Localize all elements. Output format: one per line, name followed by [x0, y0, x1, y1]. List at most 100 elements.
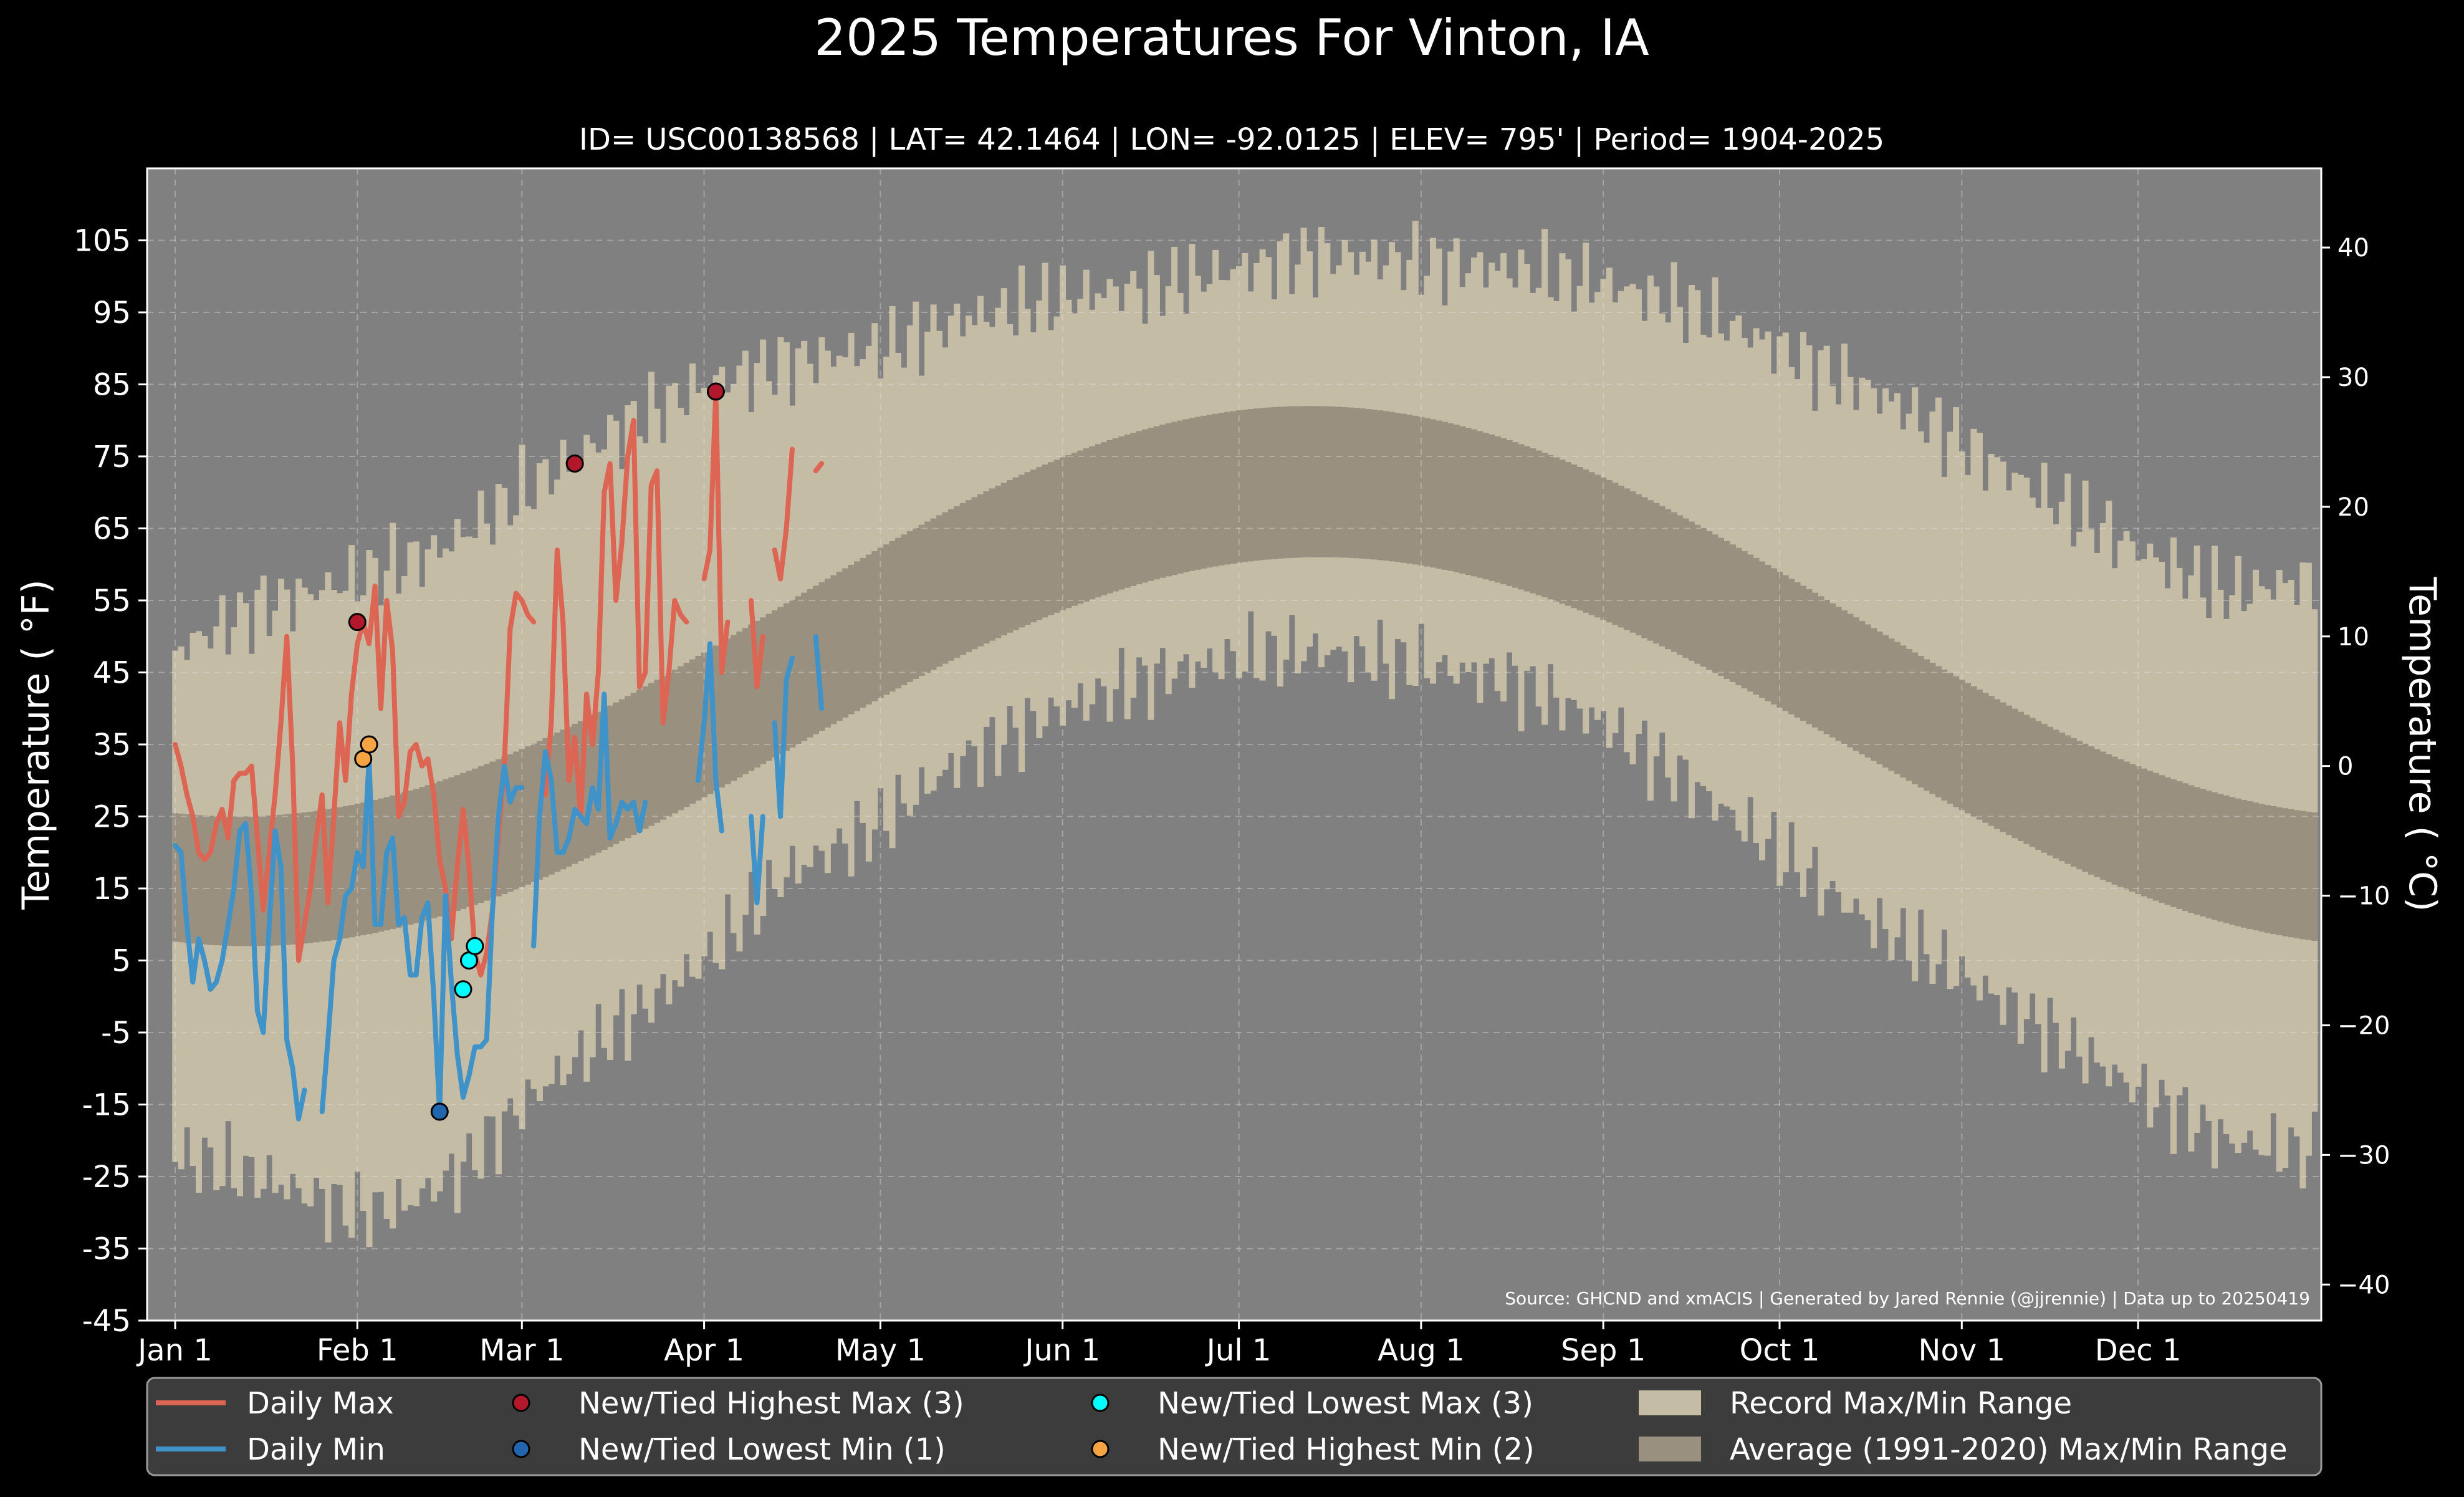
- legend-label: New/Tied Highest Min (2): [1158, 1432, 1535, 1467]
- legend-items: Daily Max Daily Min New/Tied Highest Max (…: [156, 1386, 2288, 1467]
- right-tick-label: −30: [2337, 1141, 2390, 1170]
- normal-range-bar: [337, 807, 343, 940]
- normal-range-bar: [1295, 406, 1302, 558]
- normal-range-bar: [1159, 425, 1166, 578]
- normal-range-bar: [824, 579, 831, 728]
- daily-max-line: [543, 418, 689, 819]
- legend-label: Record Max/Min Range: [1730, 1386, 2072, 1421]
- left-tick-label: 5: [112, 944, 131, 979]
- bottom-tick-label: Oct 1: [1740, 1333, 1820, 1368]
- bottom-axis: Jan 1 Feb 1 Mar 1 Apr 1 May 1 Jun 1 Jul 1 Aug 1…: [136, 1321, 2181, 1368]
- normal-range-bar: [901, 534, 908, 686]
- right-axis: −40 −30 −20 −10 0 10 20 30 40: [2321, 234, 2390, 1299]
- daily-min-line: [173, 821, 307, 1122]
- bottom-tick-label: Feb 1: [317, 1333, 398, 1368]
- record-marker: [430, 1102, 449, 1121]
- normal-range-bar: [1929, 663, 1936, 794]
- normal-range-bar: [719, 642, 726, 787]
- normal-range-bar: [2117, 759, 2124, 887]
- normal-range-bar: [724, 638, 731, 784]
- normal-range-bar: [1436, 420, 1442, 569]
- normal-range-bar: [2070, 738, 2077, 867]
- legend-label: New/Tied Lowest Min (1): [578, 1432, 946, 1467]
- normal-range-bar: [2164, 777, 2171, 905]
- normal-range-bar: [883, 544, 890, 695]
- normal-range-bar: [1235, 410, 1242, 563]
- normal-range-bar: [630, 693, 637, 835]
- normal-range-bar: [712, 645, 719, 791]
- normal-range-bar: [1000, 483, 1007, 636]
- normal-range-bar: [1371, 410, 1378, 560]
- record-marker: [466, 936, 484, 955]
- bottom-tick-label: Sep 1: [1561, 1333, 1646, 1368]
- normal-range-bar: [1447, 423, 1454, 571]
- right-tick-label: −20: [2337, 1011, 2390, 1040]
- normal-range-bar: [554, 732, 561, 872]
- normal-range-bar: [1864, 624, 1871, 758]
- normal-range-bar: [1900, 645, 1907, 778]
- normal-range-bar: [1242, 410, 1249, 562]
- normal-range-bar: [413, 789, 419, 923]
- normal-range-bar: [401, 792, 408, 927]
- record-marker: [454, 980, 472, 999]
- normal-range-bar: [1194, 416, 1201, 570]
- normal-range-bar: [1718, 537, 1725, 676]
- normal-range-bar: [484, 764, 491, 901]
- normal-range-bar: [671, 669, 678, 814]
- normal-range-bar: [1518, 444, 1525, 590]
- normal-range-bar: [2176, 781, 2183, 909]
- normal-range-bar: [501, 756, 508, 894]
- normal-range-bar: [1336, 407, 1343, 558]
- normal-range-bar: [254, 816, 261, 946]
- normal-range-bar: [1030, 469, 1037, 623]
- normal-range-bar: [1324, 406, 1331, 557]
- legend-label: New/Tied Highest Max (3): [578, 1386, 964, 1421]
- normal-range-bar: [2082, 743, 2089, 872]
- normal-range-bar: [1212, 413, 1219, 567]
- normal-range-bar: [1318, 406, 1325, 557]
- bottom-tick-label: Dec 1: [2095, 1333, 2182, 1368]
- normal-range-bar: [989, 488, 995, 641]
- normal-range-bar: [1935, 666, 1942, 797]
- normal-range-bar: [1576, 467, 1583, 610]
- normal-range-bar: [184, 814, 191, 943]
- normal-range-bar: [966, 500, 972, 652]
- normal-range-bar: [2246, 801, 2253, 930]
- normal-range-bar: [1735, 547, 1742, 686]
- normal-range-bar: [1206, 415, 1213, 568]
- normal-range-bar: [1400, 413, 1407, 563]
- normal-range-bar: [172, 813, 179, 942]
- daily-min-line: [772, 655, 795, 819]
- daily-min-line: [696, 641, 724, 834]
- normal-range-bar: [1988, 696, 1995, 826]
- normal-range-bar: [1612, 483, 1619, 625]
- normal-range-bar: [648, 683, 655, 826]
- normal-range-bar: [330, 808, 337, 940]
- normal-range-bar: [1641, 497, 1648, 638]
- normal-range-bar: [219, 816, 226, 946]
- normal-range-bar: [860, 557, 866, 708]
- normal-range-bar: [795, 596, 802, 744]
- normal-range-bar: [1265, 407, 1272, 560]
- normal-range-bar: [1659, 506, 1666, 647]
- normal-range-bar: [977, 494, 984, 647]
- normal-range-bar: [2058, 732, 2065, 862]
- daily-min-line: [813, 633, 825, 711]
- normal-range-bar: [954, 506, 961, 658]
- bottom-tick-label: Mar 1: [479, 1333, 564, 1368]
- normal-range-bar: [1394, 413, 1401, 562]
- normal-range-bar: [284, 814, 290, 945]
- daily-max-line: [749, 598, 765, 690]
- normal-range-bar: [2235, 798, 2241, 927]
- normal-range-bar: [877, 547, 884, 698]
- normal-range-bar: [818, 582, 825, 731]
- legend-item: Average (1991-2020) Max/Min Range: [1639, 1432, 2288, 1467]
- normal-range-bar: [1148, 428, 1154, 581]
- daily-max-line: [813, 461, 825, 474]
- normal-range-bar: [513, 751, 520, 890]
- normal-range-bar: [1247, 409, 1254, 562]
- legend-item: New/Tied Highest Max (3): [512, 1386, 964, 1421]
- normal-range-bar: [519, 749, 525, 887]
- normal-range-bar: [1024, 472, 1031, 625]
- normal-range-bar: [1060, 457, 1067, 610]
